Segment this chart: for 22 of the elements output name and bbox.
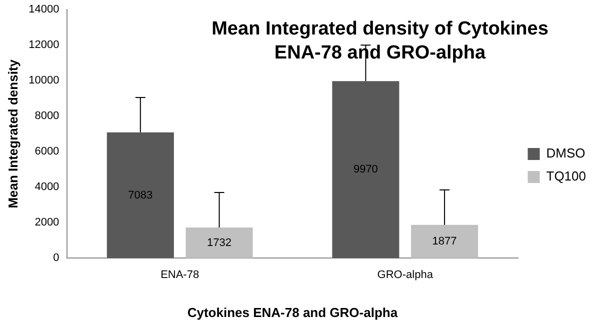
bar — [332, 81, 400, 258]
bar — [186, 227, 253, 258]
data-label: 7083 — [128, 189, 153, 202]
bar — [106, 132, 174, 258]
legend-label: TQ100 — [546, 168, 586, 184]
y-tick-label: 12000 — [28, 39, 60, 52]
y-tick-label: 8000 — [34, 110, 60, 122]
x-axis-title: Cytokines ENA-78 and GRO-alpha — [187, 304, 398, 320]
bar — [411, 224, 478, 258]
data-label: 1877 — [432, 236, 457, 248]
y-tick-label: 6000 — [34, 146, 60, 158]
x-tick-label: ENA-78 — [160, 268, 200, 281]
legend-label: DMSO — [546, 146, 586, 161]
y-tick-label: 14000 — [28, 4, 60, 16]
data-label: 9970 — [353, 164, 378, 176]
data-label: 1732 — [207, 236, 232, 249]
y-axis-title: Mean Integrated density — [5, 58, 20, 208]
y-tick-label: 4000 — [34, 181, 60, 194]
y-tick-label: 2000 — [34, 216, 60, 229]
y-tick-label: 10000 — [28, 74, 60, 87]
x-tick-label: GRO-alpha — [377, 268, 434, 281]
y-tick-label: 0 — [53, 252, 60, 264]
